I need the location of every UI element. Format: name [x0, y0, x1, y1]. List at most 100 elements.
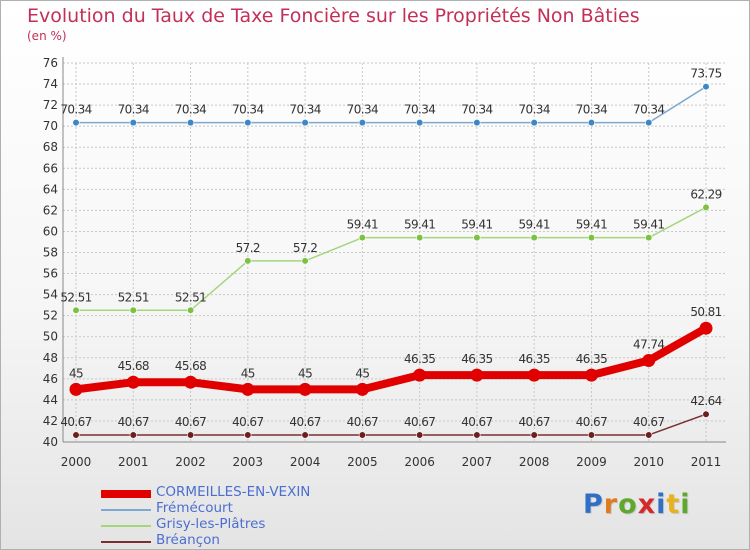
data-label: 70.34 — [576, 103, 607, 117]
data-label: 46.35 — [461, 352, 492, 366]
data-point — [72, 306, 80, 314]
data-point — [645, 118, 653, 127]
data-point — [530, 431, 538, 439]
legend-swatch — [101, 490, 151, 498]
data-label: 46.35 — [576, 352, 607, 366]
x-tick-label: 2002 — [175, 455, 206, 469]
data-label: 40.67 — [347, 415, 378, 429]
x-tick-label: 2010 — [633, 455, 664, 469]
data-label: 57.2 — [236, 241, 260, 255]
data-label: 57.2 — [293, 241, 317, 255]
data-label: 70.34 — [232, 103, 263, 117]
logo-letter: r — [603, 489, 619, 520]
data-label: 40.67 — [118, 415, 149, 429]
data-point — [645, 234, 653, 242]
data-label: 59.41 — [576, 218, 607, 232]
y-tick-label: 40 — [43, 435, 58, 449]
logo-letter: i — [656, 489, 667, 520]
logo-letter: o — [618, 489, 638, 520]
y-tick-label: 74 — [43, 77, 58, 91]
grid-layer — [63, 62, 726, 443]
data-label: 45 — [69, 366, 83, 380]
y-tick-label: 54 — [43, 288, 58, 302]
series-line — [75, 206, 707, 312]
data-point — [699, 321, 713, 335]
y-tick-label: 50 — [43, 330, 58, 344]
data-point — [413, 368, 427, 382]
data-label: 59.41 — [404, 218, 435, 232]
data-label: 40.67 — [232, 415, 263, 429]
data-label: 40.67 — [461, 415, 492, 429]
data-point — [470, 368, 484, 382]
y-tick-label: 48 — [43, 351, 58, 365]
data-point — [473, 431, 481, 439]
data-point — [244, 257, 252, 265]
y-tick-label: 64 — [43, 182, 58, 196]
series-line — [75, 85, 707, 124]
chart-title: Evolution du Taux de Taxe Foncière sur l… — [27, 5, 640, 27]
x-tick-label: 2008 — [519, 455, 550, 469]
data-label: 70.34 — [633, 103, 664, 117]
x-tick-label: 2007 — [462, 455, 493, 469]
data-label: 45 — [355, 366, 369, 380]
data-label: 46.35 — [519, 352, 550, 366]
logo-letter: i — [680, 489, 691, 520]
value-label-layer: 70.34 70.34 70.34 70.34 70.34 70.34 70.34 70.34… — [60, 67, 722, 429]
axis-layer: 40 42 44 46 48 50 52 54 56 58 60 62 64 66 68 70 72 74 76 20… — [43, 56, 726, 469]
data-point — [530, 234, 538, 242]
x-tick-label: 2000 — [61, 455, 92, 469]
data-label: 45 — [241, 366, 255, 380]
data-label: 45 — [298, 366, 312, 380]
data-label: 40.67 — [175, 415, 206, 429]
data-point — [186, 306, 195, 314]
data-point — [186, 118, 195, 127]
data-label: 59.41 — [461, 218, 492, 232]
data-point — [129, 306, 137, 314]
x-tick-label: 2011 — [691, 455, 722, 469]
data-point — [358, 234, 366, 242]
data-point — [587, 234, 596, 242]
legend-swatch — [101, 525, 151, 527]
data-label: 70.34 — [461, 103, 492, 117]
y-tick-label: 46 — [43, 372, 58, 386]
y-tick-label: 44 — [43, 393, 58, 407]
y-tick-label: 76 — [43, 56, 58, 70]
data-label: 46.35 — [404, 352, 435, 366]
data-label: 73.75 — [690, 67, 721, 81]
data-point — [301, 431, 309, 439]
data-label: 40.67 — [60, 415, 91, 429]
data-label: 70.34 — [519, 103, 550, 117]
data-point — [584, 368, 598, 382]
data-point — [244, 431, 252, 439]
data-label: 70.34 — [289, 103, 320, 117]
data-label: 70.34 — [347, 103, 378, 117]
data-point — [702, 83, 710, 91]
legend-swatch — [101, 541, 151, 543]
legend-swatch — [101, 509, 151, 511]
data-point — [416, 118, 424, 127]
data-label: 70.34 — [60, 103, 91, 117]
data-point — [702, 410, 710, 418]
data-point — [241, 382, 255, 396]
data-label: 40.67 — [289, 415, 320, 429]
x-tick-label: 2004 — [290, 455, 321, 469]
data-point — [530, 118, 538, 127]
data-point — [301, 118, 309, 127]
data-point — [186, 431, 195, 439]
data-point — [355, 382, 369, 396]
data-point — [184, 375, 198, 389]
data-point — [72, 431, 80, 439]
data-label: 45.68 — [175, 359, 206, 373]
data-point — [69, 382, 83, 396]
data-label: 52.51 — [118, 290, 149, 304]
data-point — [416, 431, 424, 439]
data-label: 50.81 — [690, 305, 721, 319]
data-point — [587, 118, 596, 127]
data-point — [473, 118, 481, 127]
data-label: 40.67 — [519, 415, 550, 429]
data-point — [244, 118, 252, 127]
data-label: 59.41 — [347, 218, 378, 232]
y-tick-label: 66 — [43, 161, 58, 175]
y-tick-label: 42 — [43, 414, 58, 428]
